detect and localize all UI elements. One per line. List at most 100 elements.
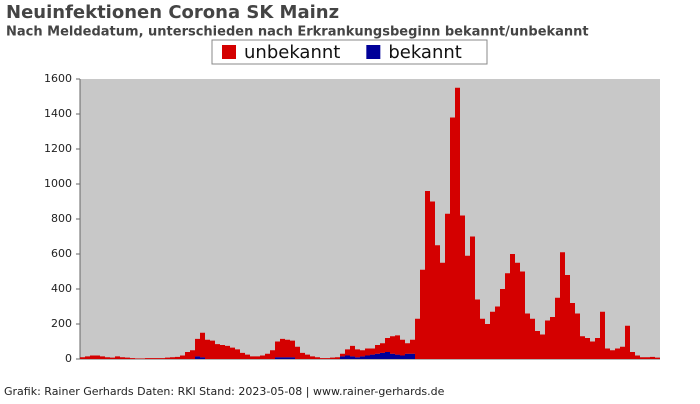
bar	[185, 352, 190, 359]
bar	[390, 353, 395, 359]
bar	[540, 334, 545, 359]
bar	[640, 357, 645, 359]
bar	[490, 311, 495, 359]
bar	[340, 356, 345, 359]
bar	[170, 357, 175, 359]
bar	[270, 350, 275, 359]
legend-label: unbekannt	[244, 42, 340, 63]
bar	[650, 356, 655, 359]
bar	[625, 325, 630, 359]
legend-label: bekannt	[388, 42, 462, 63]
bar	[575, 313, 580, 359]
bar	[615, 348, 620, 359]
bar	[230, 347, 235, 359]
bar	[225, 345, 230, 359]
bar	[405, 343, 410, 354]
chart-subtitle: Nach Meldedatum, unterschieden nach Erkr…	[6, 25, 589, 40]
bar	[355, 357, 360, 359]
bar	[125, 357, 130, 359]
bar	[375, 345, 380, 354]
bar	[195, 338, 200, 357]
bar	[560, 252, 565, 359]
y-tick-label: 800	[51, 212, 72, 225]
bar	[630, 352, 635, 359]
bar	[605, 348, 610, 359]
bar	[435, 245, 440, 359]
bar	[135, 358, 140, 359]
bar	[480, 318, 485, 359]
bar	[530, 318, 535, 359]
bar	[380, 343, 385, 353]
bar	[410, 339, 415, 354]
y-tick-label: 0	[65, 352, 72, 365]
bar	[325, 358, 330, 359]
bar	[355, 349, 360, 358]
bar	[580, 336, 585, 359]
bar	[120, 357, 125, 359]
legend-swatch	[222, 45, 236, 59]
bar	[205, 339, 210, 359]
bar	[250, 356, 255, 359]
bar	[155, 358, 160, 359]
bar	[360, 356, 365, 359]
bar	[290, 340, 295, 358]
bar	[400, 355, 405, 359]
bar	[295, 346, 300, 359]
bar	[420, 269, 425, 359]
bar	[475, 299, 480, 359]
bar	[285, 357, 290, 359]
bar	[305, 354, 310, 359]
bar	[320, 358, 325, 359]
bar	[375, 353, 380, 359]
bar	[385, 338, 390, 352]
legend	[211, 39, 488, 65]
bar	[535, 331, 540, 359]
bar	[150, 358, 155, 359]
bar	[180, 355, 185, 359]
bar	[85, 356, 90, 359]
bar	[520, 271, 525, 359]
bar	[545, 320, 550, 359]
bar	[110, 357, 115, 359]
y-tick-label: 1200	[44, 142, 72, 155]
bar	[95, 355, 100, 359]
bar	[280, 338, 285, 358]
bar	[425, 191, 430, 359]
bar	[140, 358, 145, 359]
bar	[565, 275, 570, 359]
bar	[385, 352, 390, 359]
bar	[190, 350, 195, 359]
bar	[430, 201, 435, 359]
bar	[315, 357, 320, 359]
bar	[300, 352, 305, 359]
bar	[350, 356, 355, 359]
bar	[255, 356, 260, 359]
bar	[290, 357, 295, 359]
bar	[80, 357, 85, 359]
bar	[310, 356, 315, 359]
bar	[655, 357, 660, 359]
bar	[280, 357, 285, 359]
bar	[400, 339, 405, 356]
y-tick-label: 1600	[44, 72, 72, 85]
bar	[455, 87, 460, 359]
bar	[620, 346, 625, 359]
bar	[450, 117, 455, 359]
bar	[395, 335, 400, 355]
y-tick-label: 400	[51, 282, 72, 295]
bar	[200, 357, 205, 359]
bar	[285, 339, 290, 358]
bar	[160, 358, 165, 359]
bar	[470, 236, 475, 359]
legend-swatch	[366, 45, 381, 59]
chart-title: Neuinfektionen Corona SK Mainz	[6, 2, 339, 23]
bar	[90, 355, 95, 359]
bar	[380, 352, 385, 359]
bar	[220, 345, 225, 359]
bar	[145, 358, 150, 359]
bar	[345, 349, 350, 356]
bar	[635, 355, 640, 359]
bar	[365, 348, 370, 356]
bar	[330, 357, 335, 359]
